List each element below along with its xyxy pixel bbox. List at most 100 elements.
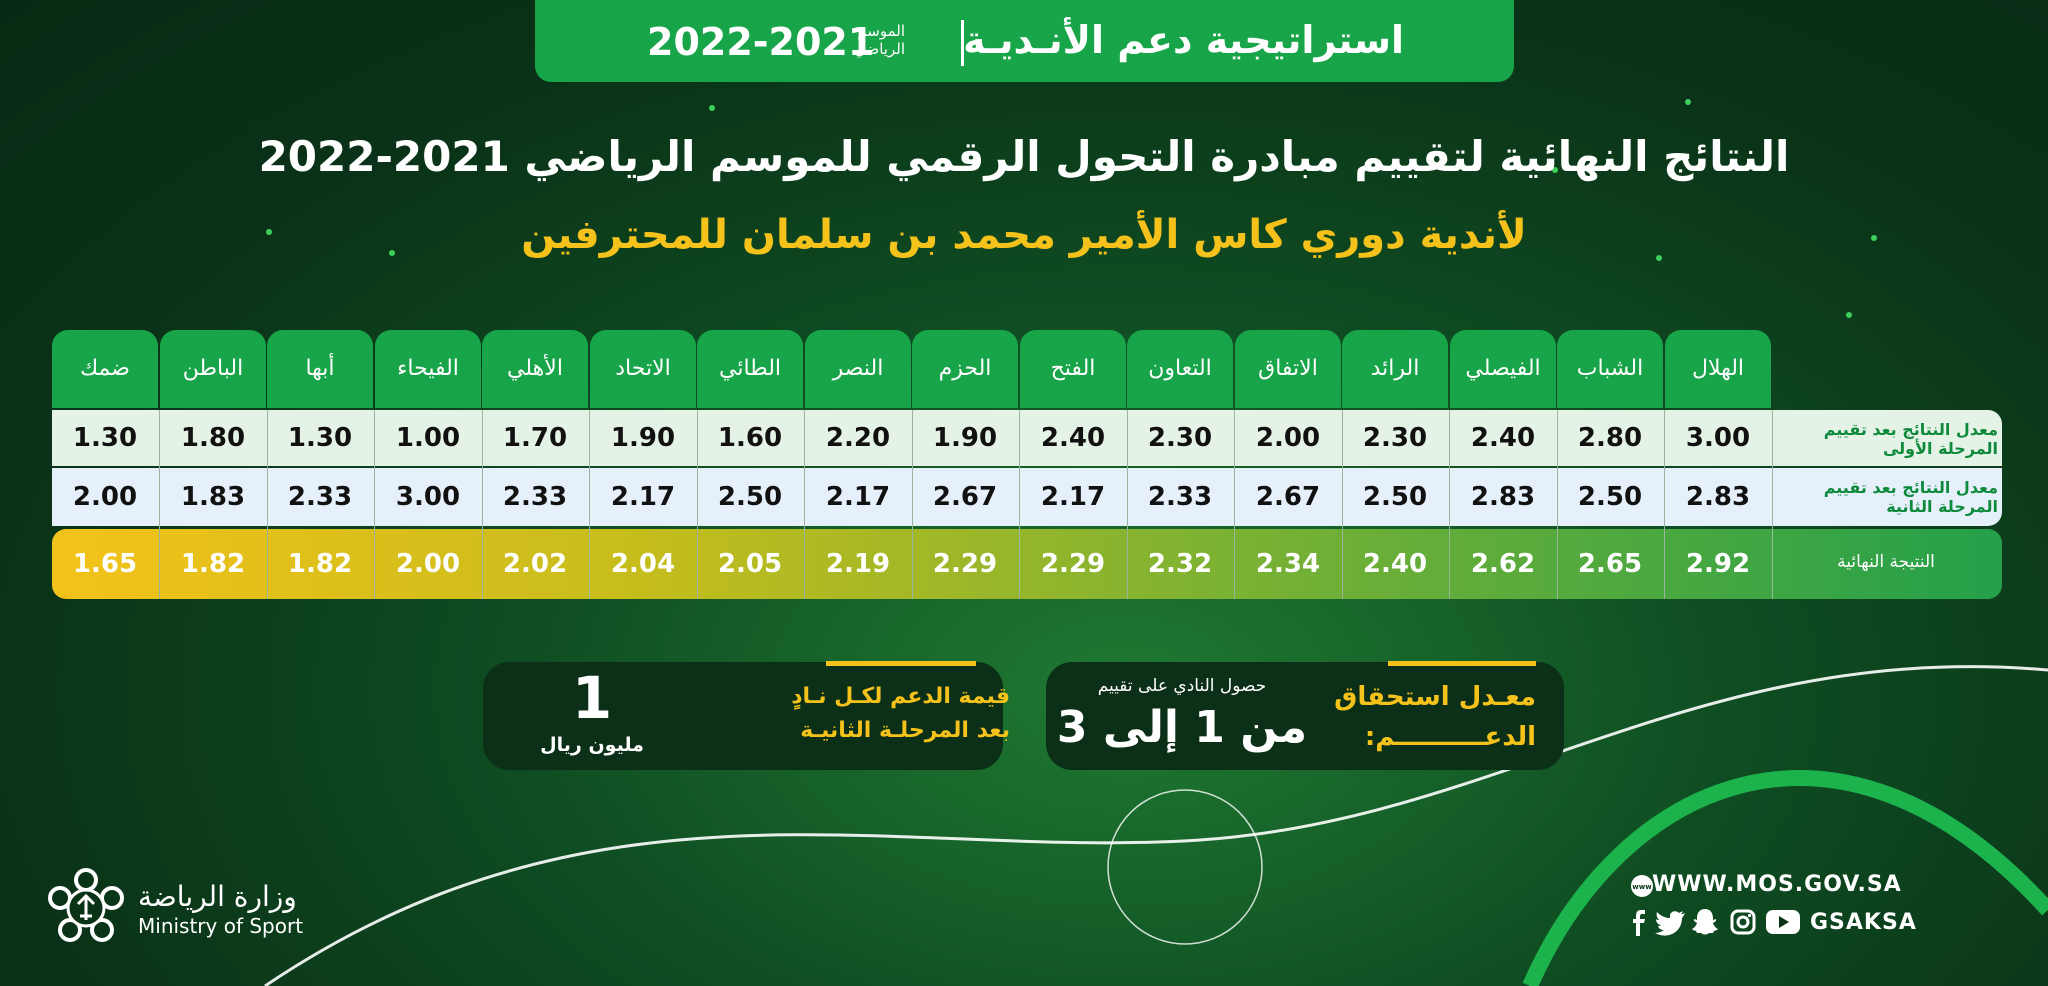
social-handle[interactable]: GSAKSA [1810,910,1917,935]
club-name: ضمك [80,356,130,381]
club-name: أبها [305,356,335,381]
phase1-row-bg [52,410,2002,466]
twitter-icon[interactable] [1654,910,1686,936]
final-row-bg [52,529,2002,599]
club-header: الباطن [160,330,266,408]
phase1-score: 2.20 [825,423,891,453]
final-score: 2.19 [825,549,891,579]
club-name: الحزم [938,356,992,381]
column-divider [1663,410,1665,599]
club-header: الشباب [1557,330,1663,408]
ministry-emblem-icon [48,868,124,942]
final-score: 1.65 [72,549,138,579]
eligibility-label-2: الدعــــــــــم: [1364,722,1536,752]
club-name: الاتفاق [1258,356,1318,381]
phase2-score: 2.17 [825,482,891,512]
final-score: 2.05 [717,549,783,579]
phase2-score: 2.83 [1685,482,1751,512]
phase2-score: 2.50 [1577,482,1643,512]
club-header: الفيحاء [375,330,481,408]
row-label-phase1: معدل النتائج بعد تقييم المرحلة الأولى [1823,420,1998,458]
support-unit: مليون ريال [540,734,644,756]
phase2-score: 2.33 [502,482,568,512]
club-header: الاتفاق [1235,330,1341,408]
phase2-score: 2.67 [932,482,998,512]
support-label-1: قيمة الدعم لكـل نـادٍ [791,684,1010,709]
season-years: 2022-2021 [647,20,875,64]
final-score: 1.82 [180,549,246,579]
final-score: 2.40 [1362,549,1428,579]
column-divider [1233,410,1235,599]
phase1-score: 2.80 [1577,423,1643,453]
phase1-score: 1.90 [932,423,998,453]
eligibility-caption: حصول النادي على تقييم [1097,676,1267,696]
www-icon: www [1631,875,1653,897]
phase2-score: 2.50 [1362,482,1428,512]
club-name: الاتحاد [615,356,671,381]
column-divider [588,410,590,599]
final-score: 2.92 [1685,549,1751,579]
column-divider [373,410,375,599]
column-divider [266,410,268,599]
phase1-score: 1.30 [287,423,353,453]
phase1-score: 2.40 [1470,423,1536,453]
website-link[interactable]: WWW.MOS.GOV.SA [1652,872,1902,897]
support-box [483,662,1003,770]
svg-text:www: www [1632,883,1652,891]
final-score: 2.32 [1147,549,1213,579]
row-label-phase2: معدل النتائج بعد تقييم المرحلة الثانية [1823,478,1998,516]
club-header: النصر [805,330,911,408]
column-divider [1341,410,1343,599]
club-header: الفيصلي [1450,330,1556,408]
eligibility-value: من 1 إلى 3 [1056,702,1308,753]
youtube-icon[interactable] [1766,910,1800,934]
page-title: النتائج النهائية لتقييم مبادرة التحول ال… [258,132,1790,181]
eligibility-label-1: معـدل استحقاق [1334,682,1536,712]
phase1-score: 1.80 [180,423,246,453]
facebook-icon[interactable] [1630,910,1648,936]
final-score: 2.00 [395,549,461,579]
support-amount: 1 [571,664,613,732]
phase2-score: 3.00 [395,482,461,512]
club-header: الأهلي [482,330,588,408]
banner-divider [961,20,964,66]
final-score: 2.04 [610,549,676,579]
phase2-score: 2.83 [1470,482,1536,512]
column-divider [1448,410,1450,599]
club-name: الأهلي [507,356,563,381]
phase2-score: 2.33 [1147,482,1213,512]
final-score: 1.82 [287,549,353,579]
phase1-score: 3.00 [1685,423,1751,453]
club-header: الطائي [697,330,803,408]
page-subtitle: لأندية دوري كاس الأمير محمد بن سلمان للم… [521,212,1527,258]
top-banner: استراتيجية دعم الأنـديـة الموسم الرياضي … [535,0,1514,82]
club-name: الفتح [1050,356,1096,381]
club-header: التعاون [1127,330,1233,408]
club-header: الرائد [1342,330,1448,408]
label-divider [1772,410,1773,599]
phase1-score: 1.00 [395,423,461,453]
instagram-icon[interactable] [1730,909,1756,935]
snapchat-icon[interactable] [1692,908,1718,936]
phase1-score: 2.30 [1147,423,1213,453]
club-name: الفيصلي [1465,356,1541,381]
club-name: الشباب [1576,356,1644,381]
phase1-score: 2.30 [1362,423,1428,453]
ministry-name-ar: وزارة الرياضة [138,880,297,913]
phase1-score: 2.40 [1040,423,1106,453]
phase2-score: 2.33 [287,482,353,512]
phase1-score: 1.60 [717,423,783,453]
column-divider [481,410,483,599]
final-score: 2.62 [1470,549,1536,579]
club-header: أبها [267,330,373,408]
eligibility-accent-bar [1388,661,1536,666]
club-header: الهلال [1665,330,1771,408]
club-name: الطائي [718,356,782,381]
eligibility-box [1046,662,1564,770]
column-divider [158,410,160,599]
row-label-final: النتيجة النهائية [1837,552,1935,572]
column-divider [1556,410,1558,599]
phase2-score: 2.67 [1255,482,1321,512]
club-name: النصر [832,356,884,381]
phase1-score: 1.70 [502,423,568,453]
